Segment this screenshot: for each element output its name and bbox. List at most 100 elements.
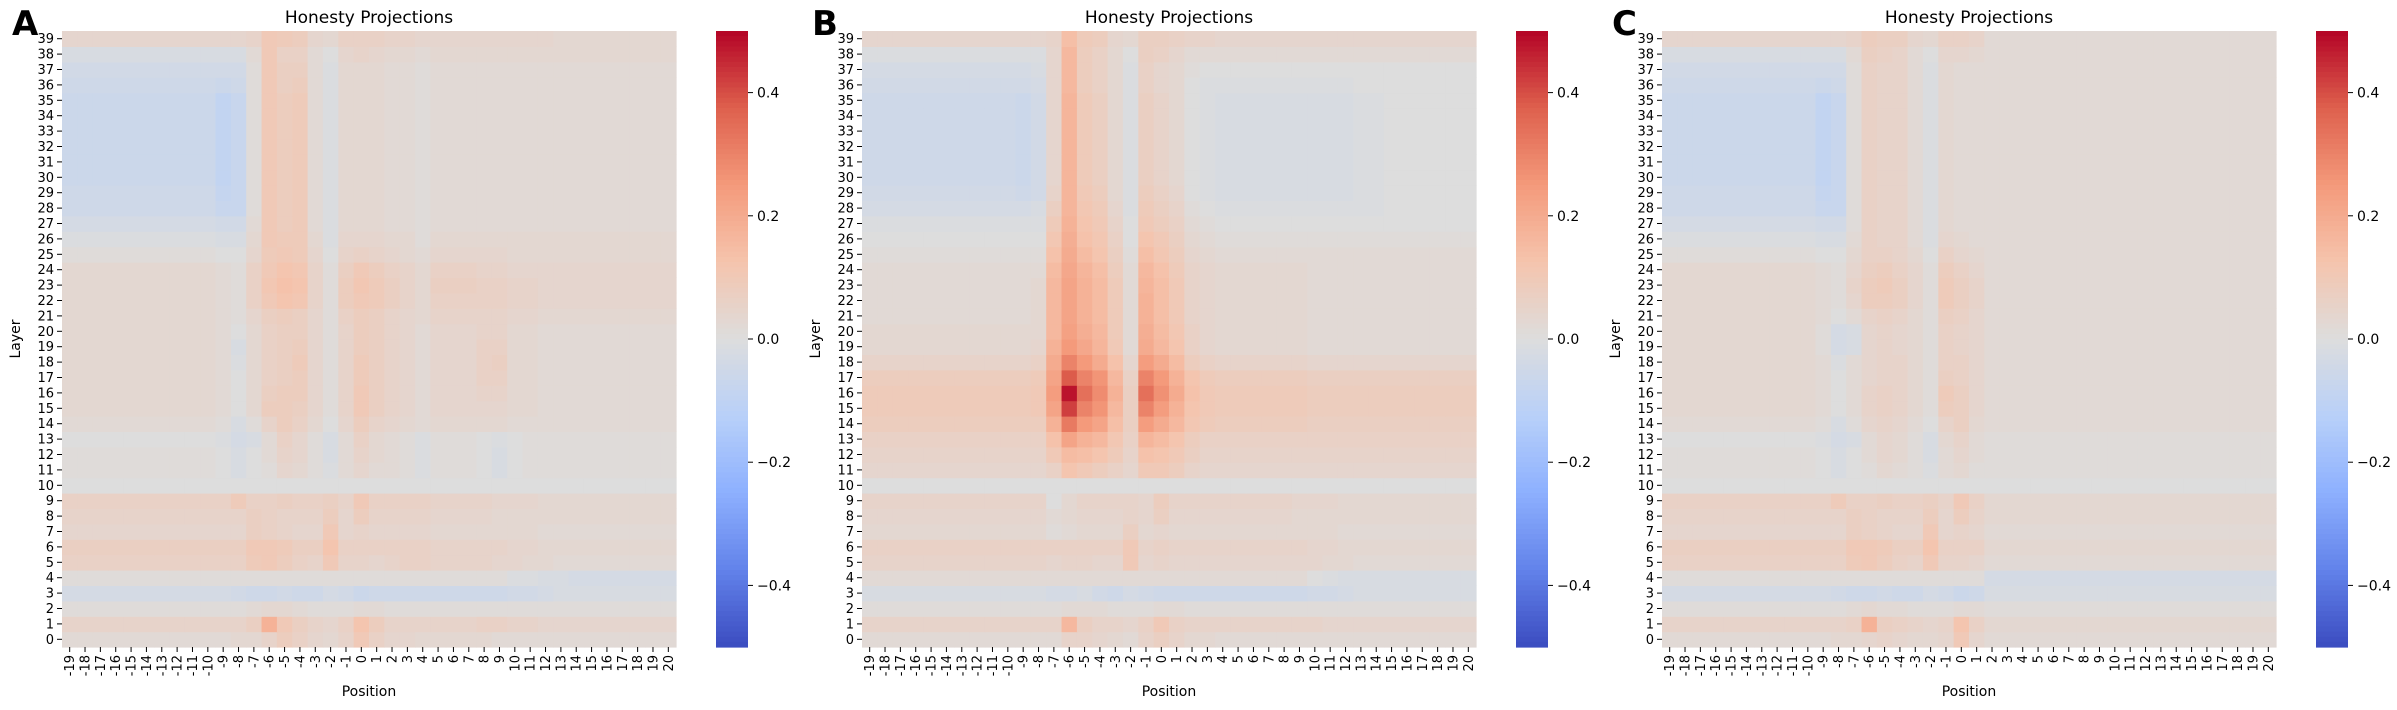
heatmap-cell [1999, 231, 2016, 248]
heatmap-cell [1677, 508, 1694, 525]
heatmap-cell [230, 354, 247, 371]
heatmap-cell [108, 292, 124, 309]
heatmap-cell [877, 446, 894, 463]
heatmap-cell [338, 431, 355, 448]
heatmap-cell [1399, 508, 1416, 525]
heatmap-cell [1153, 277, 1170, 294]
heatmap-cell [276, 339, 293, 355]
heatmap-cell [384, 185, 401, 201]
heatmap-cell [645, 154, 662, 171]
heatmap-cells [862, 31, 1477, 648]
colorbar-segment [716, 380, 748, 386]
heatmap-cell [1092, 323, 1109, 340]
heatmap-cell [292, 493, 309, 509]
heatmap-cell [1184, 215, 1201, 232]
heatmap-cell [1460, 446, 1477, 463]
heatmap-cell [1138, 323, 1155, 340]
heatmap-cell [1276, 493, 1293, 509]
heatmap-cell [1460, 523, 1477, 540]
heatmap-cell [1922, 508, 1939, 525]
heatmap-cell [292, 308, 309, 325]
heatmap-cell [553, 385, 570, 402]
colorbar-segment [716, 374, 748, 381]
y-tick-label: 22 [37, 294, 54, 309]
heatmap-cell [246, 200, 263, 217]
heatmap-cell [1429, 369, 1446, 386]
heatmap-cell [1230, 493, 1247, 509]
heatmap-cell [1429, 123, 1446, 140]
heatmap-cell [338, 46, 355, 63]
heatmap-cell [246, 46, 263, 63]
heatmap-cell [2091, 231, 2108, 248]
heatmap-cell [1215, 169, 1231, 186]
heatmap-cell [1092, 61, 1109, 78]
heatmap-cell [246, 477, 263, 494]
heatmap-cell [169, 616, 186, 633]
heatmap-cell [338, 169, 355, 186]
heatmap-cell [184, 385, 201, 402]
heatmap-cell [2015, 523, 2031, 540]
heatmap-cell [1861, 246, 1878, 263]
heatmap-cell [246, 77, 263, 94]
panel-letter: C [1612, 4, 1637, 44]
heatmap-cell [1153, 154, 1170, 171]
heatmap-cell [1261, 385, 1278, 402]
heatmap-cell [1276, 600, 1293, 617]
heatmap-cell [338, 523, 355, 540]
heatmap-cell [1383, 462, 1400, 479]
heatmap-cell [660, 154, 677, 171]
heatmap-cell [984, 400, 1001, 417]
heatmap-cell [1245, 154, 1262, 171]
heatmap-cell [1184, 46, 1201, 63]
heatmap-cell [1368, 554, 1385, 571]
heatmap-cell [1107, 138, 1124, 155]
heatmap-cell [2214, 570, 2231, 586]
heatmap-cell [307, 31, 324, 47]
heatmap-cell [2107, 446, 2124, 463]
heatmap-cell [415, 31, 431, 47]
colorbar-segment [1516, 159, 1548, 166]
heatmap-cell [1061, 292, 1078, 309]
heatmap-cell [1122, 92, 1139, 109]
heatmap-cell [1429, 570, 1446, 586]
colorbar-segment [716, 220, 748, 227]
heatmap-cell [200, 262, 217, 278]
heatmap-cell [1460, 246, 1477, 263]
heatmap-cell [1708, 570, 1724, 586]
heatmap-cell [1738, 231, 1755, 248]
heatmap-cell [1738, 369, 1755, 386]
heatmap-cell [307, 339, 324, 355]
x-tick-label: 10 [508, 655, 523, 672]
colorbar-segment [716, 97, 748, 104]
heatmap-cell [1030, 277, 1047, 294]
x-tick-label: -7 [1047, 655, 1062, 668]
colorbar-segment [1516, 77, 1548, 83]
heatmap-cell [862, 154, 878, 171]
heatmap-cell [1876, 185, 1893, 201]
x-tick-label: -8 [232, 655, 247, 668]
heatmap-cell [430, 292, 447, 309]
heatmap-cell [276, 169, 293, 186]
heatmap-cell [1907, 446, 1924, 463]
heatmap-cell [399, 215, 416, 232]
heatmap-cell [2076, 246, 2093, 263]
heatmap-cell [1399, 77, 1416, 94]
heatmap-cell [1999, 308, 2016, 325]
colorbar-segment [1516, 539, 1548, 545]
heatmap-cell [1153, 61, 1170, 78]
colorbar-segment [1516, 179, 1548, 186]
colorbar-segment [716, 143, 748, 150]
heatmap-cell [1322, 539, 1339, 556]
heatmap-cell [1460, 369, 1477, 386]
heatmap-cell [583, 339, 600, 355]
heatmap-cell [322, 585, 339, 602]
heatmap-cell [292, 339, 309, 355]
heatmap-cell [1245, 92, 1262, 109]
heatmap-cell [2030, 477, 2047, 494]
heatmap-cell [1876, 354, 1893, 371]
heatmap-cell [322, 400, 339, 417]
heatmap-cell [660, 123, 677, 140]
colorbar-segment [716, 421, 748, 427]
heatmap-cell [2183, 339, 2200, 355]
heatmap-cell [1153, 616, 1170, 633]
